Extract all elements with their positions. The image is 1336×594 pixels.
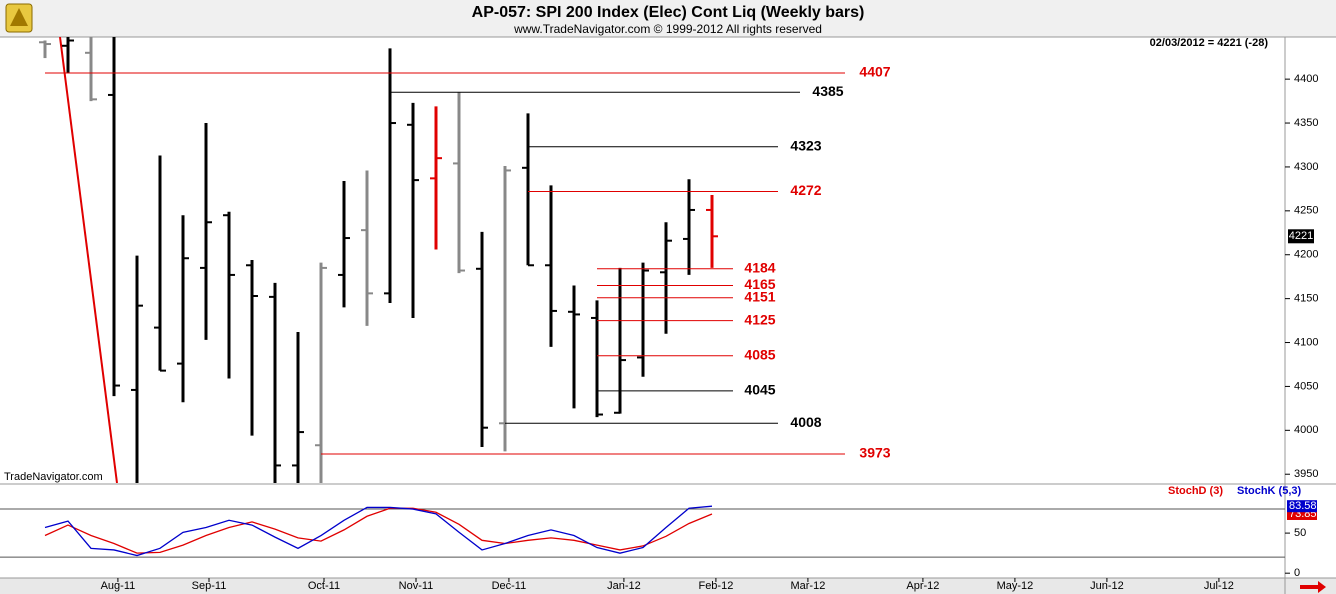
x-tick-label: Sep-11: [192, 580, 227, 592]
y-tick-label: 4150: [1294, 293, 1318, 305]
y-tick-label: 0: [1294, 567, 1300, 579]
x-tick-label: Mar-12: [790, 580, 825, 592]
y-tick-label: 4250: [1294, 205, 1318, 217]
x-tick-label: Nov-11: [399, 580, 434, 592]
stoch-lines: [44, 505, 713, 557]
level-label: 4045: [744, 382, 775, 398]
y-tick-label: 4000: [1294, 424, 1318, 436]
trend-line: [59, 37, 118, 483]
level-label: 4184: [744, 259, 775, 275]
last-price-note: 02/03/2012 = 4221 (-28): [1150, 37, 1269, 49]
x-tick-label: Oct-11: [308, 580, 340, 592]
level-label: 4008: [790, 414, 821, 430]
level-label: 4407: [859, 64, 890, 80]
level-label: 3973: [859, 445, 890, 461]
stoch-line: [44, 507, 713, 554]
x-tick-label: Feb-12: [698, 580, 733, 592]
level-label: 4323: [790, 137, 821, 153]
x-tick-label: Jun-12: [1090, 580, 1124, 592]
x-tick-label: Apr-12: [906, 580, 939, 592]
y-tick-label: 50: [1294, 527, 1306, 539]
legend-entry: StochK (5,3): [1237, 485, 1302, 497]
y-tick-label: 4350: [1294, 117, 1318, 129]
y-tick-label: 4100: [1294, 336, 1318, 348]
stoch-line: [44, 505, 713, 557]
y-tick-label: 3950: [1294, 468, 1318, 480]
legend-entry: StochD (3): [1168, 485, 1223, 497]
level-label: 4085: [744, 346, 775, 362]
level-label: 4165: [744, 276, 775, 292]
x-tick-label: Jan-12: [607, 580, 641, 592]
logo: [5, 3, 33, 33]
y-tick-label: 4400: [1294, 73, 1318, 85]
level-label: 4125: [744, 311, 775, 327]
last-value-label: 83.58: [1289, 500, 1317, 512]
level-label: 4151: [744, 288, 775, 304]
header-bg: [0, 0, 1336, 37]
chart-title: AP-057: SPI 200 Index (Elec) Cont Liq (W…: [472, 4, 865, 21]
last-value-box: [1287, 500, 1317, 513]
y-tick-label: 4050: [1294, 380, 1318, 392]
y-tick-label: 4200: [1294, 249, 1318, 261]
level-label: 4272: [790, 182, 821, 198]
scroll-arrow: [1300, 581, 1326, 593]
chart-subtitle: www.TradeNavigator.com © 1999-2012 All r…: [513, 22, 822, 36]
x-tick-label: May-12: [997, 580, 1034, 592]
level-label: 4385: [812, 83, 843, 99]
price-bars: [39, 37, 718, 483]
x-tick-label: Dec-11: [492, 580, 527, 592]
last-price-label: 4221: [1289, 230, 1313, 242]
x-tick-label: Jul-12: [1204, 580, 1234, 592]
watermark: TradeNavigator.com: [4, 471, 103, 483]
last-price-box: [1288, 229, 1314, 244]
x-axis-bg: [0, 578, 1336, 594]
last-value-box: [1287, 507, 1317, 520]
x-tick-label: Aug-11: [101, 580, 136, 592]
y-tick-label: 4300: [1294, 161, 1318, 173]
